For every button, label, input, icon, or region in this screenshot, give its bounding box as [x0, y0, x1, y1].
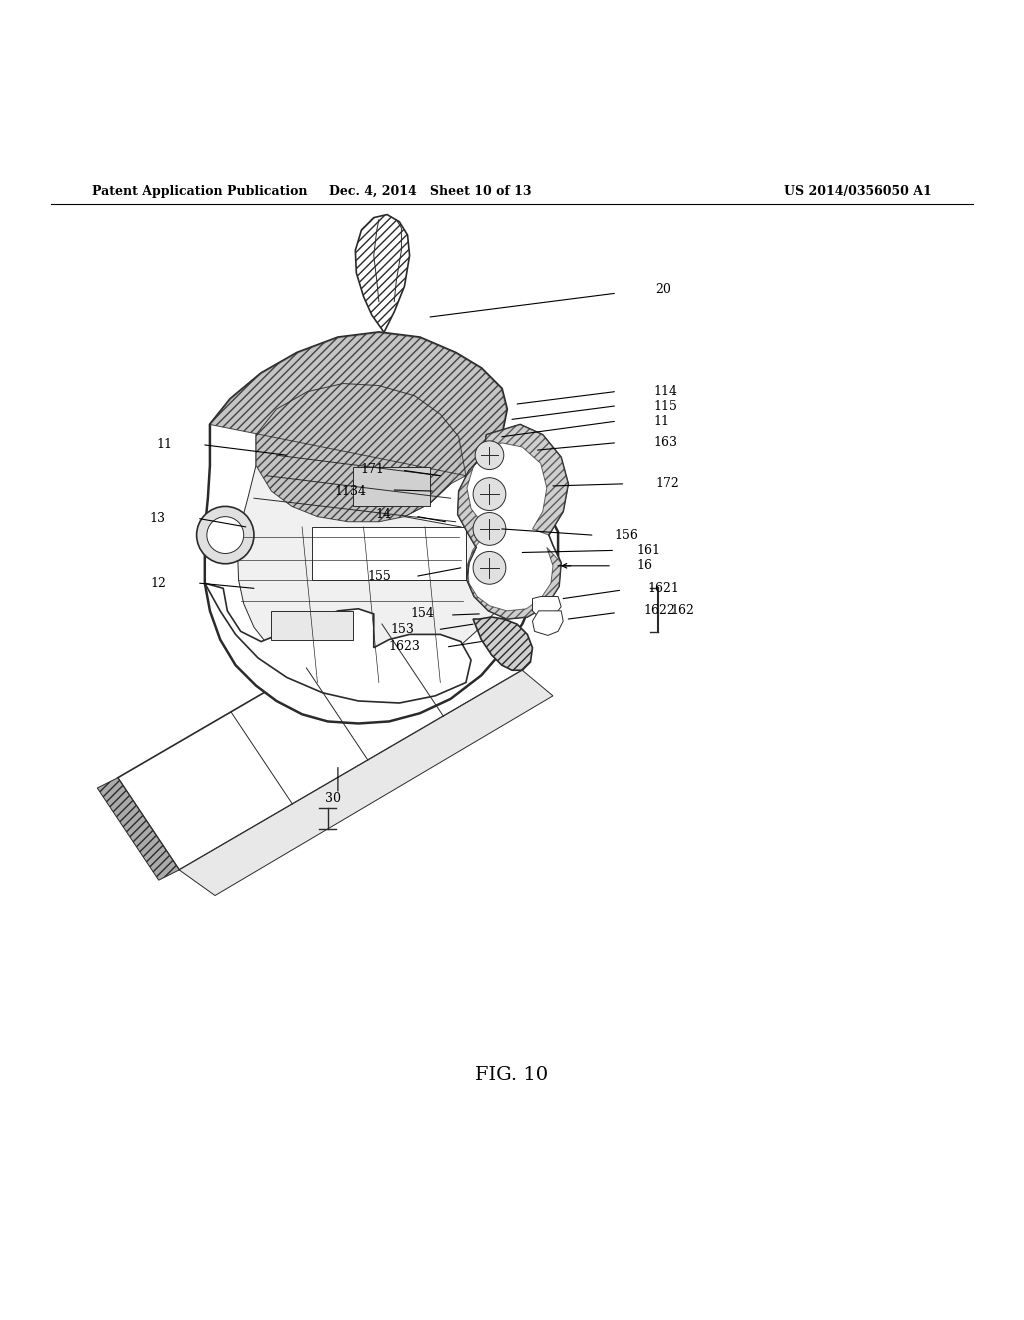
- Polygon shape: [205, 333, 558, 723]
- Polygon shape: [271, 611, 353, 639]
- Polygon shape: [312, 527, 466, 579]
- Text: 1622: 1622: [643, 605, 675, 618]
- Text: 115: 115: [653, 400, 677, 413]
- Circle shape: [207, 516, 244, 553]
- Text: 172: 172: [655, 478, 679, 490]
- Polygon shape: [118, 578, 522, 870]
- Text: 1623: 1623: [388, 640, 420, 653]
- Text: 1621: 1621: [647, 582, 679, 595]
- Text: 14: 14: [375, 508, 391, 521]
- Text: FIG. 10: FIG. 10: [475, 1065, 549, 1084]
- Circle shape: [473, 478, 506, 511]
- Polygon shape: [458, 425, 568, 619]
- Polygon shape: [353, 467, 430, 507]
- Text: 114: 114: [653, 385, 677, 399]
- Text: 156: 156: [614, 528, 638, 541]
- Circle shape: [197, 507, 254, 564]
- Polygon shape: [355, 215, 410, 333]
- Circle shape: [473, 512, 506, 545]
- Text: 11: 11: [653, 414, 670, 428]
- Polygon shape: [532, 611, 563, 635]
- Text: 162: 162: [671, 605, 694, 618]
- Polygon shape: [179, 671, 553, 895]
- Text: 20: 20: [655, 282, 672, 296]
- Text: 12: 12: [150, 577, 166, 590]
- Text: Patent Application Publication: Patent Application Publication: [92, 185, 307, 198]
- Polygon shape: [458, 425, 568, 619]
- Text: 155: 155: [368, 569, 391, 582]
- Polygon shape: [238, 384, 517, 681]
- Text: 161: 161: [637, 544, 660, 557]
- Polygon shape: [97, 777, 179, 880]
- Text: 163: 163: [653, 437, 677, 449]
- Polygon shape: [210, 333, 507, 521]
- Text: Dec. 4, 2014   Sheet 10 of 13: Dec. 4, 2014 Sheet 10 of 13: [329, 185, 531, 198]
- Text: 153: 153: [391, 623, 415, 636]
- Text: 30: 30: [325, 792, 341, 805]
- Text: 11: 11: [156, 438, 172, 451]
- Text: 1134: 1134: [335, 484, 367, 498]
- Text: 13: 13: [150, 512, 166, 525]
- Text: 16: 16: [637, 560, 653, 573]
- Polygon shape: [205, 583, 471, 704]
- Circle shape: [475, 441, 504, 470]
- Polygon shape: [473, 616, 532, 671]
- Polygon shape: [532, 597, 561, 619]
- Text: 154: 154: [411, 607, 434, 620]
- Text: 171: 171: [360, 463, 384, 477]
- Circle shape: [473, 552, 506, 585]
- Text: US 2014/0356050 A1: US 2014/0356050 A1: [784, 185, 932, 198]
